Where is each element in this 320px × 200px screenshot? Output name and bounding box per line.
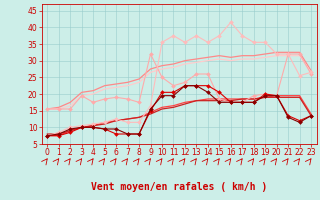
Text: Vent moyen/en rafales ( km/h ): Vent moyen/en rafales ( km/h ) bbox=[91, 182, 267, 192]
